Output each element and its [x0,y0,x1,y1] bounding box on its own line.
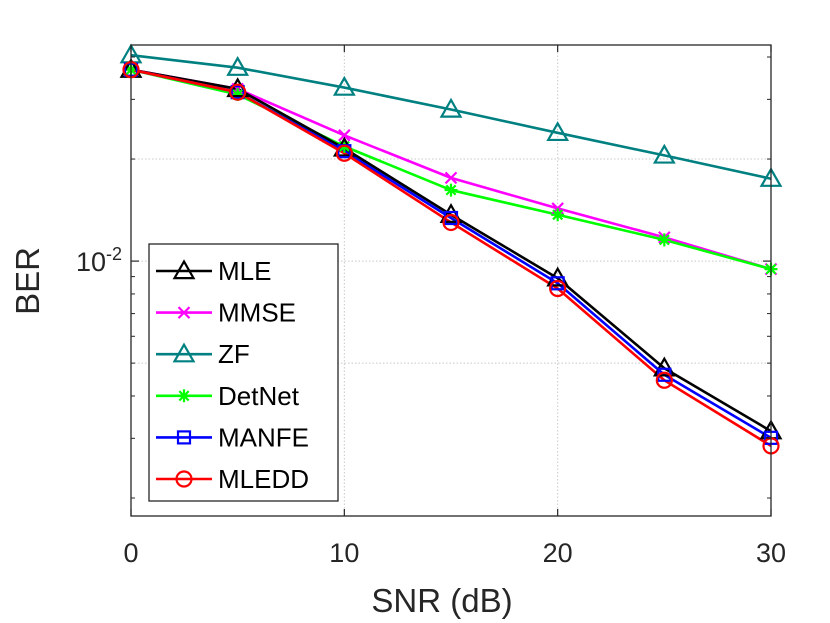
data-point-mmse [338,129,351,142]
legend-label-zf: ZF [218,339,250,369]
legend-label-manfe: MANFE [218,422,309,452]
data-point-mledd [655,371,673,389]
data-point-zf [546,121,570,142]
y-axis-title: BER [9,247,46,315]
data-point-detnet [444,183,458,197]
y-tick-label: 10-2 [76,244,122,277]
data-point-mle [652,356,676,377]
x-tick-label: 20 [543,538,573,568]
data-point-mledd [335,144,353,162]
data-point-mledd [229,83,247,101]
series-line-zf [130,53,772,180]
data-point-manfe [230,85,245,100]
x-tick-label: 0 [123,538,138,568]
grid [131,45,771,516]
data-point-mledd [442,213,460,232]
legend-label-mledd: MLEDD [218,464,309,494]
legend-marker-detnet [177,389,191,403]
x-axis-title: SNR (dB) [371,582,512,619]
data-point-detnet [657,233,671,247]
legend-marker-manfe [176,430,192,445]
data-point-mmse [444,171,458,185]
data-point-zf [332,75,356,96]
y-tick-labels: 10-2 [76,244,122,277]
data-point-zf [226,55,250,76]
data-point-mledd [549,279,567,298]
data-point-detnet [551,208,565,222]
axis-ticks [130,45,772,516]
data-point-zf [652,143,676,164]
data-point-mle [439,203,463,223]
x-tick-labels: 0 10 20 30 [123,538,786,568]
data-point-detnet [231,88,245,102]
legend-box [148,243,339,502]
legend-marker-zf [172,342,196,363]
legend-marker-mmse [177,306,191,319]
plot-frame [130,44,772,517]
legend-label-mmse: MMSE [218,298,296,328]
x-tick-label: 30 [756,538,786,568]
legend-label-mle: MLE [218,256,271,286]
data-point-zf [439,97,463,118]
legend-label-detnet: DetNet [218,381,300,411]
legend-marker-mledd [175,470,193,488]
x-tick-label: 10 [329,538,359,568]
legend-marker-mle [172,259,196,280]
legend: MLE MMSE ZF DetNet MANFE MLEDD [148,243,339,502]
